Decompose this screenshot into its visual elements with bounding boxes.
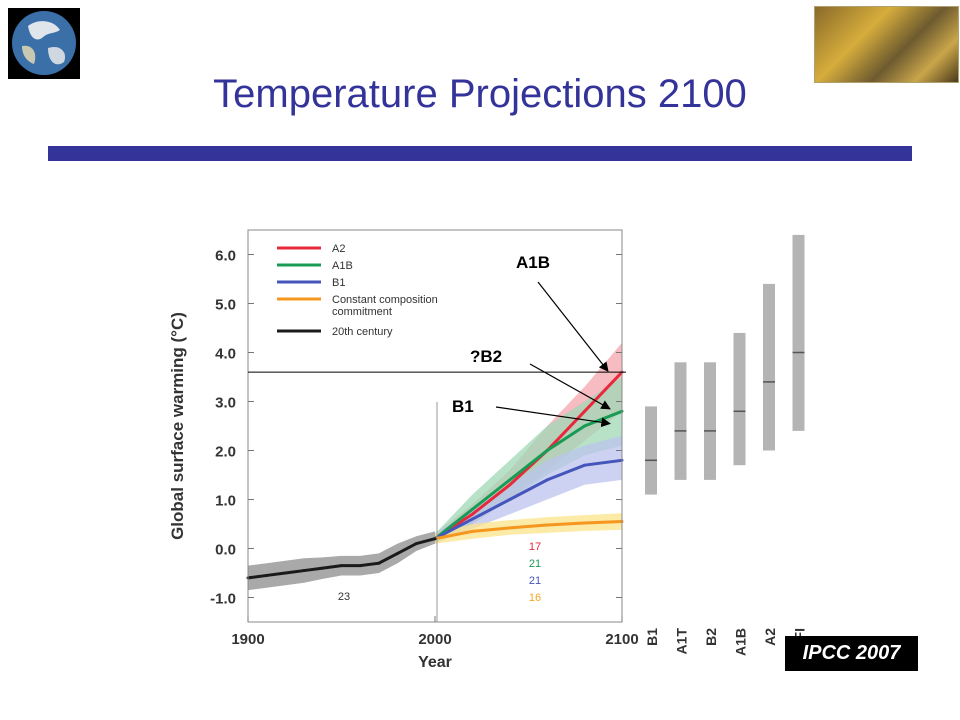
earth-image (8, 8, 80, 79)
series-4-point (414, 542, 418, 546)
model-count-label: 16 (529, 592, 541, 604)
series-1-point (470, 507, 474, 511)
series-2-line (434, 458, 623, 541)
series-3-point (583, 521, 587, 525)
annotation-label: A1B (516, 253, 550, 272)
y-tick-label: 5.0 (215, 297, 236, 314)
range-bar-label: A1B (733, 628, 749, 656)
series-3-point (545, 523, 549, 527)
x-tick-label: 2000 (418, 631, 451, 648)
range-bar (674, 362, 687, 480)
series-3-uncertainty-band (435, 513, 622, 544)
series-2-point (508, 498, 512, 501)
y-tick-label: 2.0 (215, 444, 236, 461)
earth-globe-icon (12, 11, 76, 75)
x-axis-title: Year (418, 654, 452, 671)
series-1-point (583, 424, 587, 428)
range-bar (763, 283, 775, 451)
model-count-label: 17 (529, 541, 541, 553)
y-tick-label: 0.0 (215, 542, 236, 559)
legend-label: Constant composition (332, 294, 438, 306)
series-3-point (470, 529, 474, 533)
series-2-point (545, 478, 549, 482)
y-tick-label: 1.0 (215, 493, 236, 510)
legend-label: A2 (332, 243, 345, 255)
series-4-point (321, 566, 325, 570)
range-bar-label: B1 (644, 628, 660, 646)
annotation-arrow (529, 363, 611, 410)
series-4-point (358, 564, 362, 568)
series-0-point (470, 512, 474, 516)
legend-label: 20th century (332, 326, 393, 338)
annotation-label: ?B2 (470, 347, 502, 366)
series-1-point (545, 449, 549, 452)
series-4-point (396, 551, 400, 555)
y-tick-label: 4.0 (215, 346, 236, 363)
series-2-point (470, 517, 474, 521)
series-3-point (508, 526, 512, 530)
x-tick-label: 2100 (605, 631, 638, 648)
series-2-point (583, 463, 587, 467)
series-4-point (340, 564, 343, 568)
source-credit: IPCC 2007 (785, 636, 918, 671)
legend-label: commitment (332, 306, 392, 318)
series-4-point (265, 573, 269, 577)
range-bar-label: A1T (674, 628, 690, 655)
title-rule (48, 146, 912, 161)
x-tick-label: 1900 (231, 631, 264, 648)
lab-equipment-image (814, 6, 959, 83)
range-bar (704, 362, 716, 480)
range-bar (645, 406, 657, 495)
range-bar-label: A2 (762, 628, 778, 646)
model-count-label: 21 (529, 575, 541, 587)
series-4-uncertainty-band (248, 531, 435, 591)
range-bar (792, 234, 805, 431)
model-count-label: 21 (529, 558, 541, 570)
series-4-point (283, 571, 287, 575)
legend-label: A1B (332, 260, 353, 272)
y-tick-label: -1.0 (210, 591, 236, 608)
series-4-point (302, 569, 306, 573)
series-0-line (434, 371, 624, 540)
series-1-point (508, 478, 512, 482)
slide-title: Temperature Projections 2100 (213, 72, 747, 116)
series-3-line (434, 520, 623, 541)
y-tick-label: 6.0 (215, 248, 236, 265)
range-bar (733, 332, 746, 466)
series-4-point (433, 537, 437, 541)
annotation-arrow (495, 406, 611, 428)
series-0-point (508, 483, 512, 487)
y-axis-title: Global surface warming (°C) (168, 312, 187, 540)
y-tick-label: 3.0 (215, 395, 236, 412)
legend-label: B1 (332, 277, 345, 289)
series-0-point (583, 409, 587, 413)
historical-model-count: 23 (338, 591, 350, 603)
range-bar-label: B2 (703, 628, 719, 646)
series-4-point (377, 561, 381, 565)
annotation-label: B1 (452, 397, 474, 416)
series-1-line (434, 409, 623, 540)
annotation-arrow (537, 281, 609, 372)
